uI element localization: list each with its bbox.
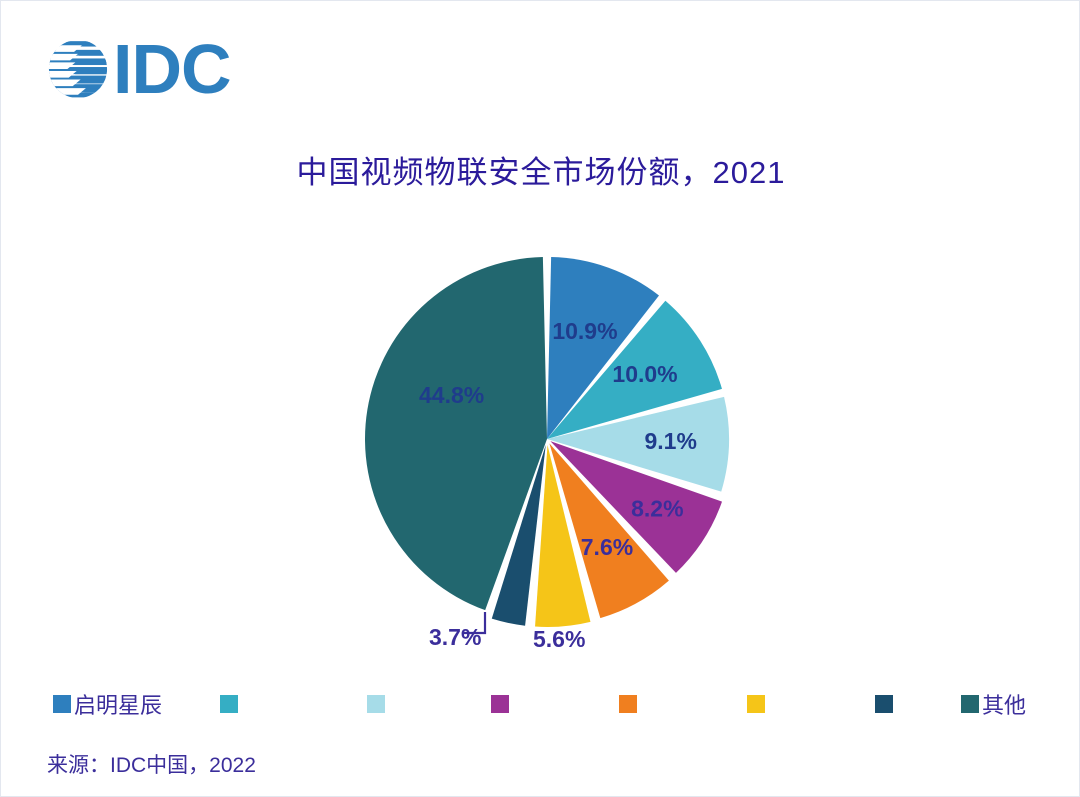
pie-slice[interactable] [547, 257, 659, 439]
pie-slice[interactable] [535, 444, 591, 627]
legend-swatch-icon [875, 695, 893, 713]
legend-item[interactable] [491, 691, 512, 717]
pie-slice[interactable] [547, 300, 722, 439]
legend-item[interactable] [367, 691, 388, 717]
pie-label-group: 10.9% 10.0% 9.1% 8.2% 7.6% 5.6% 3.7% 44.8% [419, 318, 697, 652]
leader-line-small-slice [462, 612, 487, 635]
legend-swatch-icon [961, 695, 979, 713]
pie-slice[interactable] [547, 396, 729, 492]
legend-item[interactable] [747, 691, 768, 717]
pie-slice[interactable] [491, 444, 546, 626]
legend-item[interactable] [875, 691, 896, 717]
legend-swatch-icon [491, 695, 509, 713]
pie-chart-svg: 10.9% 10.0% 9.1% 8.2% 7.6% 5.6% 3.7% 44.8% [364, 257, 729, 652]
pie-slice-label: 10.9% [552, 318, 617, 344]
pie-slice-label: 9.1% [644, 428, 696, 454]
pie-slice[interactable] [549, 443, 669, 619]
legend-label: 启明星辰 [74, 693, 163, 718]
idc-globe-icon [48, 41, 108, 99]
chart-legend: 启明星辰 其他 [45, 691, 1037, 725]
legend-swatch-icon [220, 695, 238, 713]
legend-swatch-icon [367, 695, 385, 713]
pie-slice-label: 10.0% [612, 361, 677, 387]
pie-slice-group [364, 257, 729, 627]
source-note: 来源：IDC中国，2022 [47, 754, 256, 777]
legend-swatch-icon [619, 695, 637, 713]
legend-swatch-icon [53, 695, 71, 713]
legend-swatch-icon [747, 695, 765, 713]
legend-item[interactable] [619, 691, 640, 717]
pie-chart: 10.9% 10.0% 9.1% 8.2% 7.6% 5.6% 3.7% 44.8% [337, 229, 757, 652]
idc-logo: IDC [45, 30, 232, 108]
legend-item[interactable] [220, 691, 241, 717]
pie-slice-label: 8.2% [631, 495, 683, 521]
pie-slice-label: 7.6% [581, 534, 633, 560]
pie-slice[interactable] [364, 257, 547, 611]
pie-slice-label: 3.7% [429, 624, 481, 650]
legend-item[interactable]: 其他 [961, 691, 1027, 718]
pie-slice[interactable] [550, 441, 723, 573]
pie-slice-label: 5.6% [533, 626, 585, 652]
page-title: 中国视频物联安全市场份额，2021 [296, 155, 786, 190]
idc-wordmark: IDC [113, 30, 232, 108]
pie-slice-label: 44.8% [419, 382, 484, 408]
legend-item[interactable]: 启明星辰 [53, 691, 163, 718]
legend-label: 其他 [982, 693, 1027, 718]
